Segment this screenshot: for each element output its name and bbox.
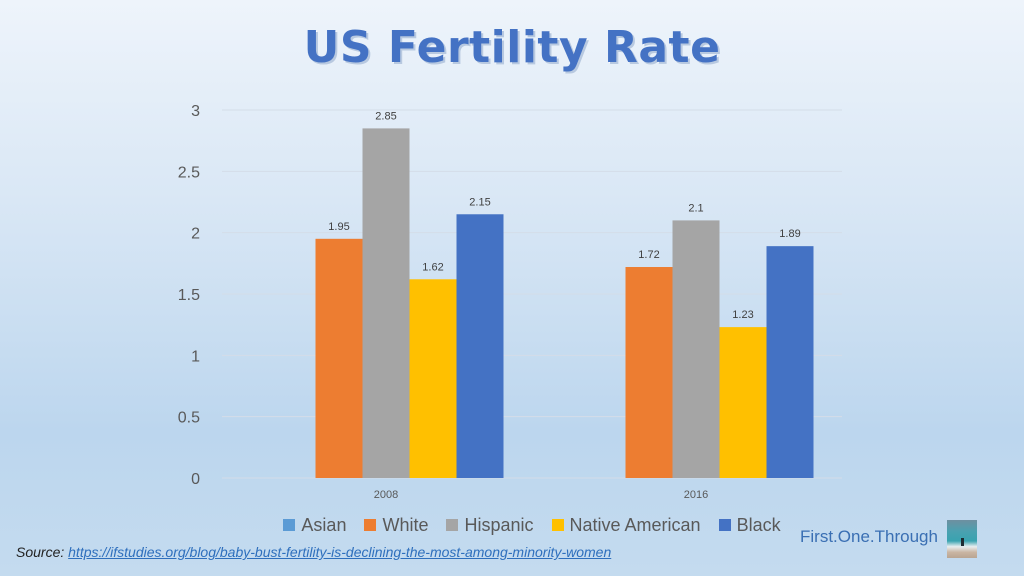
y-tick-label: 1.5: [178, 287, 200, 304]
data-label: 1.95: [328, 221, 349, 233]
legend-label: Black: [736, 514, 781, 535]
data-label: 1.62: [422, 261, 443, 273]
legend-label: Hispanic: [464, 514, 534, 535]
bar-hispanic-2016: [672, 220, 720, 478]
y-tick-label: 0.5: [178, 410, 200, 427]
data-label: 2.15: [469, 196, 490, 208]
y-tick-label: 1: [191, 348, 200, 365]
legend-item-black: Black: [718, 514, 781, 536]
x-tick-label: 2008: [374, 489, 398, 501]
data-label: 1.72: [638, 249, 659, 261]
bar-white-2016: [625, 267, 673, 478]
legend-item-hispanic: Hispanic: [446, 514, 534, 536]
chart-title: US Fertility Rate: [303, 22, 721, 73]
data-labels: 1.95 2.85 1.62 2.15 1.72 2.1 1.23 1.89: [328, 110, 800, 321]
legend-swatch: [446, 519, 459, 531]
y-tick-label: 2.5: [178, 164, 200, 181]
y-tick-label: 2: [191, 226, 200, 243]
legend-item-native-american: Native American: [551, 514, 701, 536]
source-citation: Source: https://ifstudies.org/blog/baby-…: [16, 544, 611, 560]
bar-black-2008: [456, 214, 504, 478]
legend-swatch: [364, 519, 377, 531]
legend-label: Native American: [569, 514, 701, 535]
source-link[interactable]: https://ifstudies.org/blog/baby-bust-fer…: [68, 544, 612, 560]
legend-label: Asian: [301, 514, 347, 535]
data-label: 2.1: [688, 202, 703, 214]
bar-white-2008: [315, 238, 363, 478]
data-label: 1.89: [779, 228, 800, 240]
legend: Asian White Hispanic Native American Bla…: [0, 512, 1024, 538]
legend-item-white: White: [364, 515, 428, 536]
data-label: 2.85: [375, 110, 396, 122]
bars: [315, 128, 814, 478]
legend-swatch: [283, 519, 296, 531]
y-tick-label: 3: [191, 103, 200, 120]
bar-native-american-2008: [409, 279, 457, 478]
y-tick-label: 0: [191, 471, 200, 488]
bar-hispanic-2008: [362, 128, 410, 478]
brand-name: First.One.Through: [800, 527, 938, 546]
x-axis-ticks: 2008 2016: [374, 489, 708, 501]
x-tick-label: 2016: [684, 489, 708, 501]
data-label: 1.23: [732, 309, 753, 321]
legend-item-asian: Asian: [283, 515, 346, 536]
person-silhouette: [961, 538, 964, 546]
y-axis-ticks: 0 0.5 1 1.5 2 2.5 3: [178, 103, 200, 488]
beach-photo-icon: [947, 520, 977, 558]
source-prefix: Source:: [16, 544, 65, 560]
legend-swatch: [551, 519, 564, 531]
legend-label: White: [382, 514, 429, 535]
legend-swatch: [718, 519, 731, 531]
bar-black-2016: [766, 246, 814, 478]
bar-native-american-2016: [719, 327, 767, 478]
